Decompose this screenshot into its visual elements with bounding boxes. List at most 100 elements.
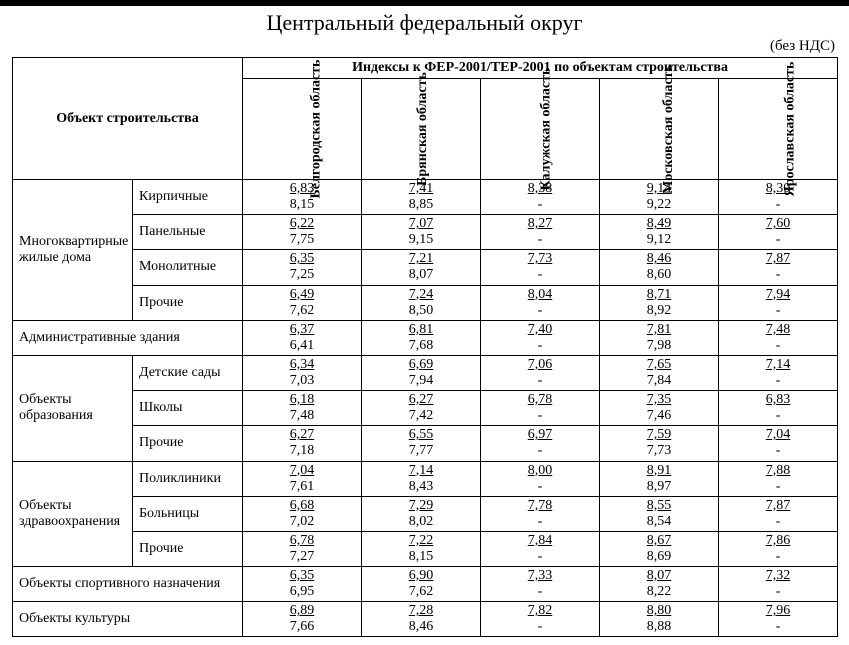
value-bottom: 7,03 <box>290 373 315 388</box>
value-cell: 7,48- <box>719 320 838 355</box>
value-cell: 6,356,95 <box>243 567 362 602</box>
value-cell: 7,86- <box>719 531 838 566</box>
value-top: 7,73 <box>528 251 553 266</box>
value-top: 7,40 <box>528 322 553 337</box>
value-bottom: - <box>538 197 543 212</box>
value-cell: 7,047,61 <box>243 461 362 496</box>
category-cell: Многоквартирные жилые дома <box>13 180 133 321</box>
value-bottom: - <box>538 303 543 318</box>
value-top: 6,78 <box>528 392 553 407</box>
category-cell: Объекты образования <box>13 355 133 461</box>
category-cell: Объекты здравоохранения <box>13 461 133 567</box>
header-region-1: Брянская область <box>362 79 481 180</box>
value-bottom: 8,69 <box>647 549 672 564</box>
value-top: 7,87 <box>766 498 791 513</box>
value-top: 6,89 <box>290 603 315 618</box>
value-bottom: - <box>776 373 781 388</box>
value-bottom: - <box>776 197 781 212</box>
value-cell: 7,40- <box>481 320 600 355</box>
header-region-3: Московская область <box>600 79 719 180</box>
value-top: 6,55 <box>409 427 434 442</box>
value-top: 8,91 <box>647 463 672 478</box>
value-bottom: 9,15 <box>409 232 434 247</box>
value-cell: 8,918,97 <box>600 461 719 496</box>
value-cell: 6,497,62 <box>243 285 362 320</box>
value-cell: 8,04- <box>481 285 600 320</box>
value-bottom: - <box>538 338 543 353</box>
value-top: 7,48 <box>766 322 791 337</box>
value-top: 7,59 <box>647 427 672 442</box>
subcategory-cell: Прочие <box>133 285 243 320</box>
value-cell: 7,04- <box>719 426 838 461</box>
value-bottom: 7,77 <box>409 443 434 458</box>
value-top: 7,65 <box>647 357 672 372</box>
region-label: Московская область <box>621 64 717 194</box>
value-bottom: 9,12 <box>647 232 672 247</box>
table-row: Административные здания6,376,416,817,687… <box>13 320 838 355</box>
value-bottom: 8,85 <box>409 197 434 212</box>
value-bottom: - <box>538 514 543 529</box>
value-top: 6,83 <box>766 392 791 407</box>
value-bottom: - <box>538 479 543 494</box>
value-bottom: 8,97 <box>647 479 672 494</box>
page-title: Центральный федеральный округ <box>0 6 849 38</box>
table-header: Объект строительства Индексы к ФЕР-2001/… <box>13 58 838 180</box>
value-bottom: 8,22 <box>647 584 672 599</box>
value-bottom: 8,46 <box>409 619 434 634</box>
value-top: 8,04 <box>528 287 553 302</box>
subcategory-cell: Панельные <box>133 215 243 250</box>
value-cell: 8,499,12 <box>600 215 719 250</box>
header-object: Объект строительства <box>13 58 243 180</box>
value-bottom: 7,02 <box>290 514 315 529</box>
value-top: 6,22 <box>290 216 315 231</box>
value-bottom: - <box>776 584 781 599</box>
value-top: 8,00 <box>528 463 553 478</box>
value-cell: 7,87- <box>719 250 838 285</box>
value-top: 7,04 <box>766 427 791 442</box>
value-bottom: 7,42 <box>409 408 434 423</box>
value-top: 8,67 <box>647 533 672 548</box>
value-bottom: 8,88 <box>647 619 672 634</box>
value-bottom: 7,73 <box>647 443 672 458</box>
value-top: 7,24 <box>409 287 434 302</box>
value-bottom: - <box>538 373 543 388</box>
value-top: 8,46 <box>647 251 672 266</box>
table-row: Прочие6,277,186,557,776,97-7,597,737,04- <box>13 426 838 461</box>
value-top: 7,22 <box>409 533 434 548</box>
value-bottom: 7,66 <box>290 619 315 634</box>
value-top: 8,71 <box>647 287 672 302</box>
value-top: 8,49 <box>647 216 672 231</box>
value-bottom: - <box>776 267 781 282</box>
value-cell: 7,87- <box>719 496 838 531</box>
value-cell: 7,597,73 <box>600 426 719 461</box>
value-top: 8,80 <box>647 603 672 618</box>
value-cell: 7,288,46 <box>362 602 481 637</box>
value-top: 6,97 <box>528 427 553 442</box>
value-cell: 7,248,50 <box>362 285 481 320</box>
value-bottom: - <box>538 443 543 458</box>
value-bottom: 8,02 <box>409 514 434 529</box>
value-top: 7,35 <box>647 392 672 407</box>
value-bottom: 7,25 <box>290 267 315 282</box>
value-cell: 7,14- <box>719 355 838 390</box>
value-bottom: 6,95 <box>290 584 315 599</box>
value-bottom: - <box>538 619 543 634</box>
value-cell: 6,78- <box>481 391 600 426</box>
value-top: 7,87 <box>766 251 791 266</box>
value-cell: 6,557,77 <box>362 426 481 461</box>
value-cell: 6,277,18 <box>243 426 362 461</box>
value-cell: 7,657,84 <box>600 355 719 390</box>
value-top: 6,27 <box>290 427 315 442</box>
value-cell: 6,187,48 <box>243 391 362 426</box>
value-cell: 8,27- <box>481 215 600 250</box>
vat-note: (без НДС) <box>0 38 849 57</box>
value-bottom: 7,98 <box>647 338 672 353</box>
table-row: Объекты культуры6,897,667,288,467,82-8,8… <box>13 602 838 637</box>
value-bottom: 8,54 <box>647 514 672 529</box>
value-top: 7,82 <box>528 603 553 618</box>
value-cell: 6,97- <box>481 426 600 461</box>
value-top: 7,81 <box>647 322 672 337</box>
value-top: 6,49 <box>290 287 315 302</box>
value-cell: 6,376,41 <box>243 320 362 355</box>
value-top: 7,96 <box>766 603 791 618</box>
